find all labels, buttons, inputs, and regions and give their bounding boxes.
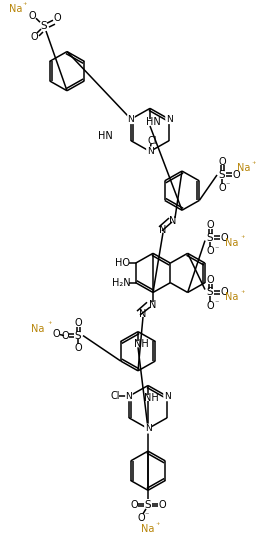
Text: O: O (206, 246, 214, 256)
Text: N: N (159, 225, 167, 235)
Text: O: O (30, 32, 38, 42)
Text: O: O (218, 183, 226, 193)
Text: ⁻: ⁻ (226, 180, 230, 189)
Text: N: N (164, 392, 171, 401)
Text: S: S (207, 287, 213, 297)
Text: O: O (52, 329, 60, 338)
Text: HO: HO (115, 258, 130, 268)
Text: N: N (169, 216, 177, 226)
Text: N: N (149, 300, 157, 310)
Text: S: S (75, 330, 81, 341)
Text: O: O (74, 318, 82, 328)
Text: N: N (145, 424, 151, 433)
Text: O: O (206, 301, 214, 311)
Text: O: O (74, 343, 82, 353)
Text: ⁻: ⁻ (215, 299, 219, 308)
Text: N: N (166, 115, 172, 124)
Text: ⁺: ⁺ (23, 1, 27, 10)
Text: ⁺: ⁺ (241, 289, 245, 298)
Text: O: O (61, 330, 69, 341)
Text: S: S (207, 232, 213, 243)
Text: ⁺: ⁺ (241, 234, 245, 243)
Text: ⁻: ⁻ (215, 244, 219, 253)
Text: NH: NH (134, 340, 148, 349)
Text: HN: HN (98, 131, 112, 141)
Text: O: O (206, 220, 214, 230)
Text: Na: Na (225, 238, 239, 247)
Text: ⁺: ⁺ (48, 320, 52, 329)
Text: O: O (53, 13, 61, 23)
Text: N: N (126, 392, 132, 401)
Text: O: O (137, 513, 145, 523)
Text: Na: Na (141, 524, 155, 533)
Text: Cl: Cl (147, 136, 157, 146)
Text: Cl: Cl (110, 391, 120, 401)
Text: O: O (130, 500, 138, 510)
Text: O: O (220, 232, 228, 243)
Text: ⁻: ⁻ (145, 510, 149, 519)
Text: Na: Na (9, 4, 23, 14)
Text: O: O (206, 274, 214, 285)
Text: O: O (220, 287, 228, 297)
Text: S: S (145, 500, 151, 510)
Text: O: O (218, 157, 226, 167)
Text: ⁺: ⁺ (252, 160, 256, 168)
Text: N: N (128, 115, 134, 124)
Text: NH: NH (144, 393, 158, 403)
Text: Na: Na (237, 163, 251, 173)
Text: H₂N: H₂N (112, 278, 131, 288)
Text: Na: Na (225, 293, 239, 302)
Text: HN: HN (146, 117, 160, 127)
Text: S: S (219, 170, 225, 180)
Text: N: N (147, 147, 153, 156)
Text: Na: Na (31, 324, 45, 334)
Text: N: N (139, 309, 147, 319)
Text: ⁺: ⁺ (156, 521, 160, 530)
Text: S: S (41, 21, 47, 31)
Text: O: O (28, 11, 36, 21)
Text: O: O (158, 500, 166, 510)
Text: O: O (232, 170, 240, 180)
